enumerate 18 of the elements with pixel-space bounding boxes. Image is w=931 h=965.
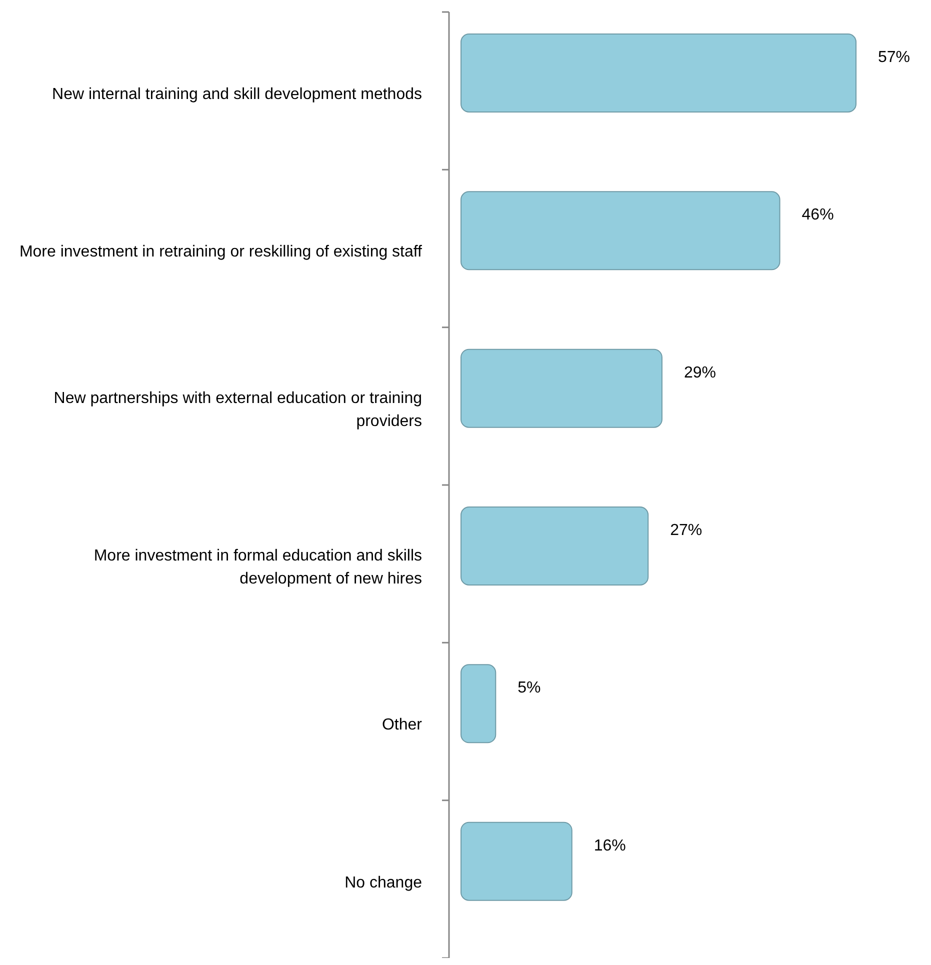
y-tick-label: No change xyxy=(344,874,422,892)
data-label: 5% xyxy=(518,680,541,697)
bar xyxy=(460,191,780,270)
y-tick-label: New partnerships with external education or training providers xyxy=(54,390,422,430)
y-tick-label: More investment in retraining or reskilling of existing staff xyxy=(19,244,423,261)
data-label: 27% xyxy=(670,522,702,539)
bar xyxy=(460,348,662,428)
bar xyxy=(460,664,496,744)
data-label: 46% xyxy=(802,206,834,224)
data-label: 16% xyxy=(594,837,626,854)
y-tick-label: More investment in formal education and skills development of new hires xyxy=(94,548,422,588)
bar xyxy=(460,34,856,112)
bar xyxy=(460,506,649,586)
data-label: 57% xyxy=(878,49,910,66)
y-tick-label: Other xyxy=(382,716,423,734)
bar xyxy=(460,822,572,901)
data-label: 29% xyxy=(684,364,716,382)
y-tick-label: New internal training and skill development methods xyxy=(52,86,422,103)
